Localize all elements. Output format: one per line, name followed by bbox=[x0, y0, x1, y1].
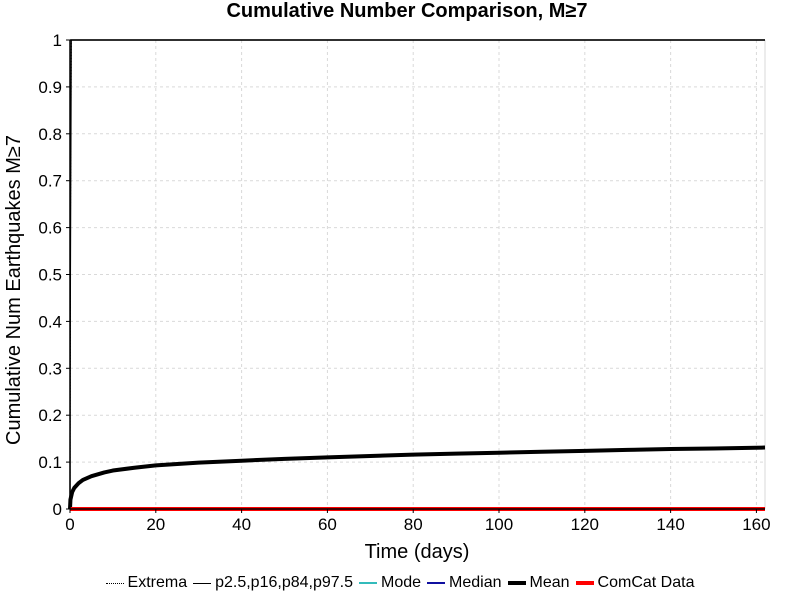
y-tick-label: 0 bbox=[53, 500, 62, 519]
legend-item: Extrema bbox=[105, 574, 188, 592]
x-tick-label: 60 bbox=[318, 515, 337, 534]
chart-title: Cumulative Number Comparison, M≥7 bbox=[226, 0, 587, 22]
legend-swatch bbox=[105, 582, 124, 584]
y-tick-label: 0.2 bbox=[38, 406, 62, 425]
x-tick-label: 120 bbox=[571, 515, 599, 534]
x-tick-label: 40 bbox=[232, 515, 251, 534]
legend-label: Mean bbox=[529, 574, 570, 591]
legend-label: Extrema bbox=[127, 574, 188, 591]
legend-item: ComCat Data bbox=[575, 574, 695, 592]
legend-label: Mode bbox=[381, 574, 422, 591]
y-tick-label: 0.8 bbox=[38, 125, 62, 144]
legend: Extrema p2.5,p16,p84,p97.5 Mode Median Mean C… bbox=[0, 572, 800, 594]
legend-item: p2.5,p16,p84,p97.5 bbox=[193, 574, 353, 592]
legend-swatch bbox=[507, 581, 526, 585]
legend-swatch bbox=[359, 582, 377, 584]
y-tick-label: 0.9 bbox=[38, 78, 62, 97]
legend-label: ComCat Data bbox=[597, 574, 695, 591]
x-tick-label: 160 bbox=[742, 515, 770, 534]
ticks: 0 20 40 60 80 100 120 140 160 0 0.1 0.2 0.3 0.4 0.5 0.6… bbox=[38, 31, 770, 534]
legend-swatch bbox=[193, 582, 212, 584]
x-tick-label: 100 bbox=[485, 515, 513, 534]
series-mean-line bbox=[68, 445, 766, 510]
legend-label: Median bbox=[449, 574, 502, 591]
y-tick-label: 0.5 bbox=[38, 266, 62, 285]
y-axis-label: Cumulative Num Earthquakes M≥7 bbox=[3, 135, 25, 445]
y-tick-label: 0.6 bbox=[38, 219, 62, 238]
y-tick-label: 0.7 bbox=[38, 172, 62, 191]
y-tick-label: 1 bbox=[53, 31, 62, 50]
legend-label: p2.5,p16,p84,p97.5 bbox=[215, 574, 353, 591]
y-tick-label: 0.4 bbox=[38, 312, 62, 331]
legend-item: Mode bbox=[359, 574, 421, 592]
x-tick-label: 20 bbox=[146, 515, 165, 534]
legend-item: Mean bbox=[507, 574, 570, 592]
legend-swatch bbox=[575, 581, 594, 585]
x-tick-label: 0 bbox=[65, 515, 74, 534]
y-tick-label: 0.1 bbox=[38, 453, 62, 472]
x-tick-label: 140 bbox=[656, 515, 684, 534]
x-tick-label: 80 bbox=[404, 515, 423, 534]
y-tick-label: 0.3 bbox=[38, 359, 62, 378]
legend-item: Median bbox=[427, 574, 502, 592]
chart: Cumulative Number Comparison, M≥7 0 20 40 6… bbox=[3, 0, 771, 563]
legend-swatch bbox=[427, 582, 446, 584]
x-axis-label: Time (days) bbox=[365, 541, 470, 563]
